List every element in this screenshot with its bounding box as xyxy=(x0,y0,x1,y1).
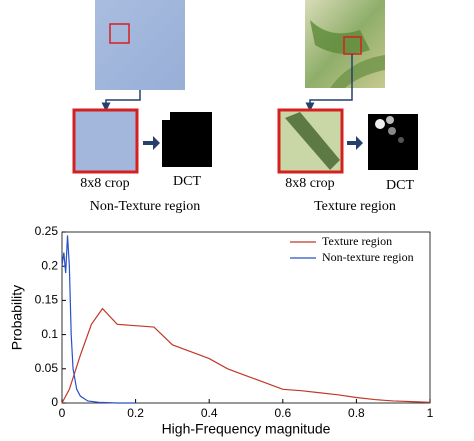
dct-coef xyxy=(398,137,404,143)
leaf xyxy=(310,20,370,54)
x-tick-label: 0.2 xyxy=(127,406,144,420)
crop-label: 8x8 crop xyxy=(285,176,334,191)
plot-frame xyxy=(61,231,431,404)
non-texture-panel: 8x8 crop DCT Non-Texture region xyxy=(72,0,212,214)
y-tick-label: 0.2 xyxy=(41,258,58,272)
texture-panel: 8x8 crop DCT Texture region xyxy=(277,0,418,214)
arrow xyxy=(143,136,160,150)
y-tick-label: 0.05 xyxy=(35,361,59,375)
dct-dc xyxy=(162,112,170,120)
x-tick-label: 0.6 xyxy=(274,406,291,420)
dct-label: DCT xyxy=(386,178,414,193)
dct-coef xyxy=(388,127,396,135)
series-line xyxy=(61,235,136,404)
y-tick-label: 0.25 xyxy=(35,224,59,238)
y-tick-label: 0 xyxy=(51,395,58,409)
x-axis-label: High-Frequency magnitude xyxy=(162,421,331,437)
connector xyxy=(101,90,141,112)
dct-image xyxy=(162,112,212,167)
legend-label: Texture region xyxy=(322,234,392,248)
crop-image xyxy=(72,108,139,174)
series-line xyxy=(61,307,431,404)
legend-label: Non-texture region xyxy=(322,250,414,264)
panel-caption: Non-Texture region xyxy=(90,199,201,214)
y-tick-label: 0.1 xyxy=(41,327,58,341)
y-tick-label: 0.15 xyxy=(35,293,59,307)
sky-image xyxy=(95,0,185,90)
crop-edge xyxy=(285,112,340,170)
arrow xyxy=(347,136,363,150)
panel-caption: Texture region xyxy=(314,199,396,214)
x-tick-label: 0.4 xyxy=(201,406,218,420)
dct-coef xyxy=(386,116,394,124)
leaf xyxy=(330,55,385,88)
dct-label: DCT xyxy=(173,174,201,189)
crop-label: 8x8 crop xyxy=(80,176,129,191)
x-tick-label: 0.8 xyxy=(348,406,365,420)
y-axis-label: Probability xyxy=(9,285,25,350)
crop-marker xyxy=(109,23,130,44)
x-tick-label: 1 xyxy=(427,406,434,420)
connector xyxy=(305,54,353,112)
chart: 0 0.2 0.4 0.6 0.8 1 0 0.05 0.1 0.15 0.2 0.25 High-Fr… xyxy=(9,224,434,437)
x-tick-label: 0 xyxy=(59,406,66,420)
dct-coef xyxy=(375,119,385,129)
